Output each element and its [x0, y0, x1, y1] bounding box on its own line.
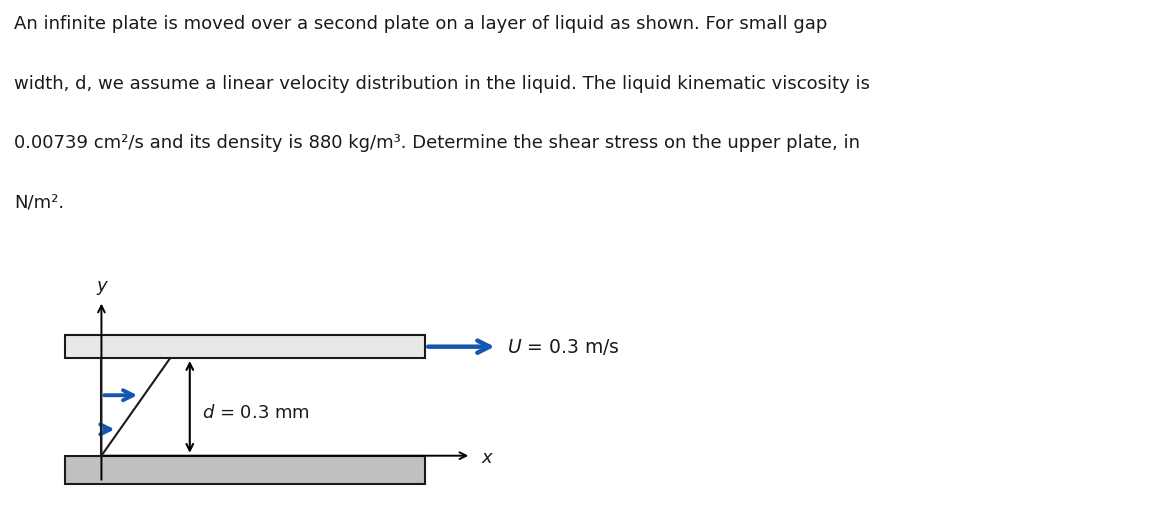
Bar	[65, 335, 425, 358]
Text: An infinite plate is moved over a second plate on a layer of liquid as shown. Fo: An infinite plate is moved over a second…	[14, 15, 828, 33]
Text: y: y	[96, 277, 107, 295]
Text: $\it{U}$ = 0.3 m/s: $\it{U}$ = 0.3 m/s	[507, 337, 620, 357]
Text: x: x	[481, 449, 491, 467]
Bar	[65, 456, 425, 485]
Text: 0.00739 cm²/s and its density is 880 kg/m³. Determine the shear stress on the up: 0.00739 cm²/s and its density is 880 kg/…	[14, 134, 860, 152]
Text: width, d, we assume a linear velocity distribution in the liquid. The liquid kin: width, d, we assume a linear velocity di…	[14, 75, 870, 93]
Text: $\it{d}$ = 0.3 mm: $\it{d}$ = 0.3 mm	[202, 404, 309, 422]
Text: N/m².: N/m².	[14, 193, 64, 211]
